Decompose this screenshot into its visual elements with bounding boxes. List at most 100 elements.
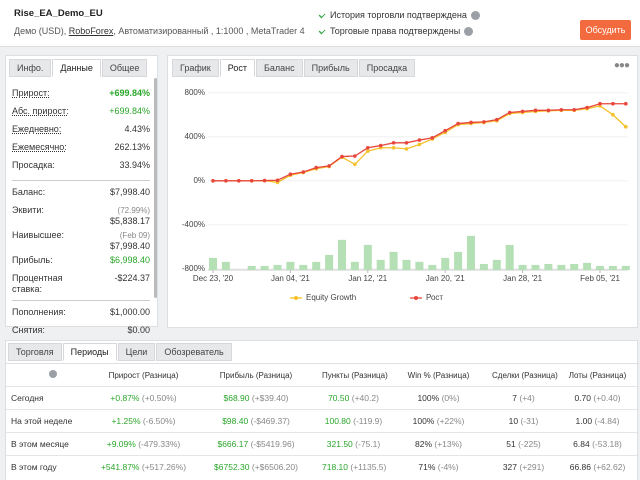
cell-diff: (+22%): [436, 416, 465, 426]
cell-diff: (+$6506.20): [251, 462, 298, 473]
cell: 51 (-225): [491, 432, 556, 456]
stat-row: Абс. прирост: +699.84%: [12, 103, 150, 121]
stat-value-box: 4.43%: [124, 124, 150, 135]
cell-diff: (+40.2): [351, 393, 379, 403]
header: Rise_EA_Demo_EU Демо (USD), RoboForex, А…: [0, 0, 640, 47]
tab[interactable]: Общее: [101, 59, 148, 77]
cell-value: 100%: [412, 416, 435, 426]
broker-link[interactable]: RoboForex: [68, 26, 114, 36]
cell: 66.86 (+62.62): [556, 455, 639, 479]
tab[interactable]: Периоды: [62, 343, 117, 361]
cell-value: 70.50: [328, 393, 350, 403]
tabs: Инфо. Данные Общее: [9, 59, 148, 77]
verification: История торговли подтверждена: [318, 10, 480, 20]
tab[interactable]: Просадка: [358, 59, 416, 77]
stat-row: Процентная ставка: -$224.37: [12, 270, 150, 295]
stat-row: Снятия: $0.00: [12, 322, 150, 340]
stat-value-box: $0.00: [127, 325, 150, 336]
cell-diff: (-479.33%): [138, 439, 181, 449]
stat-value: $7,998.40: [109, 187, 150, 197]
tab[interactable]: Данные: [52, 59, 101, 77]
cell: 6.84 (-53.18): [556, 432, 639, 456]
tab[interactable]: Цели: [117, 343, 156, 361]
cell-value: 100.80: [324, 416, 351, 426]
table-row: Сегодня +0.87% (+0.50%) $68.90 (+$39.40) 70…: [6, 386, 639, 410]
periods-panel: Торговля Периоды Цели Обозреватель Прирост …: [5, 340, 639, 480]
tab[interactable]: Инфо.: [9, 59, 52, 77]
stat-value: 262.13%: [114, 142, 150, 152]
scrollbar[interactable]: [154, 78, 157, 298]
cell-value: 10: [508, 416, 519, 426]
cell: $666.17 (-$5419.96): [191, 432, 321, 456]
stat-value: $7,998.40: [109, 241, 150, 251]
column-header: Прирост (Разница): [96, 363, 191, 387]
cell: 1.00 (-4.84): [556, 409, 639, 433]
cell-value: 100%: [417, 393, 440, 403]
cell-diff: (-119.9): [353, 416, 383, 426]
cell: $68.90 (+$39.40): [191, 386, 321, 410]
stat-label: Процентная ставка:: [12, 273, 63, 294]
cell-diff: (-225): [518, 439, 541, 449]
cell-diff: (+291): [519, 462, 545, 473]
tab[interactable]: График: [172, 59, 219, 77]
cell: 7 (+4): [491, 386, 556, 410]
stat-value-box: (Feb 09) $7,998.40: [110, 230, 150, 252]
cell: +541.87% (+517.26%): [96, 455, 191, 479]
table-row: В этом году +541.87% (+517.26%) $6752.30 (…: [6, 455, 639, 479]
tabs: График Рост Баланс Прибыль Просадка: [172, 59, 416, 77]
cell-diff: (-53.18): [592, 439, 622, 449]
stat-row: Ежемесячно: 262.13%: [12, 139, 150, 157]
cell-diff: (+0.40): [593, 393, 621, 403]
cell-diff: (+517.26%): [141, 462, 187, 473]
stat-value-box: $6,998.40: [110, 255, 150, 266]
tab[interactable]: Баланс: [256, 59, 303, 77]
stat-label: Эквити:: [12, 205, 44, 215]
stat-group: Пополнения: $1,000.00 Снятия: $0.00: [12, 301, 150, 345]
stat-label: Прибыль:: [12, 255, 53, 265]
tab[interactable]: Рост: [219, 59, 255, 77]
tab[interactable]: Торговля: [8, 343, 62, 361]
cell-value: 66.86: [569, 462, 591, 473]
stat-value-box: (72.99%) $5,838.17: [110, 205, 150, 227]
tab[interactable]: Прибыль: [303, 59, 358, 77]
cell-value: $98.40: [222, 416, 249, 426]
cell: $98.40 (-$469.37): [191, 409, 321, 433]
row-label: В этом месяце: [6, 432, 96, 456]
stat-value-box: -$224.37: [114, 273, 150, 284]
text: Торговые права подтверждены: [330, 26, 461, 36]
cell: $6752.30 (+$6506.20): [191, 455, 321, 479]
stat-value: +699.84%: [109, 88, 150, 98]
cell: +0.87% (+0.50%): [96, 386, 191, 410]
cell-diff: (-31): [520, 416, 539, 426]
stat-label: Прирост:: [12, 88, 50, 98]
stat-label: Баланс:: [12, 187, 46, 197]
menu[interactable]: ●●●: [613, 60, 630, 71]
cell-value: 321.50: [326, 439, 353, 449]
cell-diff: (-$469.37): [250, 416, 290, 426]
cell-value: $666.17: [217, 439, 249, 449]
stat-label: Абс. прирост:: [12, 106, 69, 116]
cell-value: 327: [502, 462, 517, 473]
stat-row: Прирост: +699.84%: [12, 85, 150, 103]
stat-value-box: +699.84%: [109, 106, 150, 117]
stat-value: +699.84%: [109, 106, 150, 116]
info: , Автоматизированный , 1:1000 , MetaTrad…: [113, 26, 305, 36]
cell: 100% (+22%): [386, 409, 491, 433]
stat-group: Прирост: +699.84% Абс. прирост: +699.84% Еже…: [12, 82, 150, 181]
cell: +9.09% (-479.33%): [96, 432, 191, 456]
cell-value: 6.84: [573, 439, 590, 449]
stat-row: Баланс: $7,998.40: [12, 184, 150, 202]
cell-value: 1.00: [575, 416, 593, 426]
cell-value: 82%: [414, 439, 432, 449]
row-label: Сегодня: [6, 386, 96, 410]
cell-value: 718.10: [322, 462, 348, 473]
cell-value: 51: [506, 439, 516, 449]
cell: 10 (-31): [491, 409, 556, 433]
stat-label: Ежедневно:: [12, 124, 62, 134]
cell: 718.10 (+1135.5): [321, 455, 386, 479]
cell: 70.50 (+40.2): [321, 386, 386, 410]
stat-row: Просадка: 33.94%: [12, 157, 150, 175]
tab[interactable]: Обозреватель: [156, 343, 232, 361]
discuss-button[interactable]: Обсудить: [580, 20, 631, 40]
